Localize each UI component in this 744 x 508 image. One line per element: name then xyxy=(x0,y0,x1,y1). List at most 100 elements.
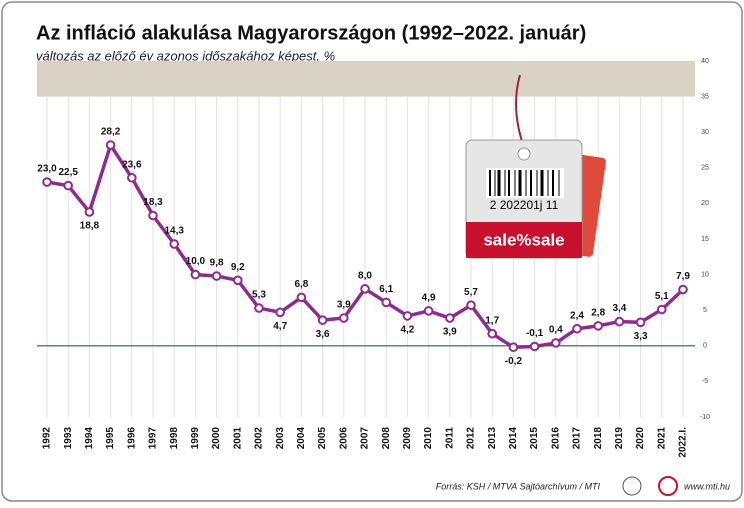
data-label: 28,2 xyxy=(101,127,121,138)
x-tick-label: 2004 xyxy=(296,427,307,450)
point xyxy=(381,297,392,308)
data-label: 23,0 xyxy=(37,164,57,175)
data-label: 3,6 xyxy=(316,329,330,340)
y-tick-label: 25 xyxy=(701,165,709,172)
x-tick-label: 1998 xyxy=(169,427,180,450)
point xyxy=(423,306,434,316)
x-tick-label: 1995 xyxy=(105,427,116,450)
x-tick-label: 2015 xyxy=(529,427,540,450)
y-tick-label: 5 xyxy=(703,307,707,314)
point xyxy=(678,284,688,295)
point xyxy=(84,207,95,217)
data-label: 3,3 xyxy=(634,331,648,342)
data-label: 4,9 xyxy=(422,293,436,304)
data-label: 4,2 xyxy=(400,325,414,336)
data-label: 3,9 xyxy=(443,327,457,338)
data-label: 2,4 xyxy=(570,310,584,321)
x-tick-label: 2001 xyxy=(232,427,243,450)
point xyxy=(127,172,137,183)
data-label: -0,2 xyxy=(505,356,523,367)
data-label: 5,3 xyxy=(252,290,266,301)
point xyxy=(551,338,561,348)
point xyxy=(402,311,413,321)
point xyxy=(339,313,349,323)
data-label: 3,9 xyxy=(337,300,351,311)
x-tick-label: 2007 xyxy=(360,427,371,450)
point xyxy=(529,341,540,352)
point xyxy=(487,328,498,339)
x-tick-label: 1992 xyxy=(42,427,53,450)
x-tick-label: 2011 xyxy=(444,427,455,449)
tag-text: sale%sale xyxy=(483,230,564,249)
y-tick-label: 35 xyxy=(701,93,709,100)
logo-mtva xyxy=(622,476,642,496)
x-tick-label: 2022.I. xyxy=(678,427,689,458)
point xyxy=(635,317,646,328)
point xyxy=(42,177,52,187)
point xyxy=(63,180,73,191)
point xyxy=(275,307,286,318)
data-label: 6,1 xyxy=(379,284,393,295)
x-tick-label: 2013 xyxy=(487,427,498,450)
tag-band xyxy=(466,222,582,258)
y-tick-label: 30 xyxy=(701,129,709,136)
website: www.mti.hu xyxy=(684,481,730,491)
point xyxy=(614,316,625,327)
point xyxy=(211,271,222,281)
point xyxy=(593,321,604,331)
x-tick-label: 2010 xyxy=(423,427,434,450)
x-tick-label: 2017 xyxy=(572,427,583,450)
point xyxy=(254,303,264,313)
y-tick-label: 40 xyxy=(701,58,709,65)
point xyxy=(508,342,519,353)
x-tick-label: 2016 xyxy=(550,427,561,450)
data-label: 5,1 xyxy=(655,291,669,302)
x-tick-label: 2000 xyxy=(211,427,222,450)
point xyxy=(148,210,158,221)
data-label: 10,0 xyxy=(186,256,206,267)
data-label: 18,3 xyxy=(143,197,163,208)
point xyxy=(317,315,328,325)
x-tick-label: 1997 xyxy=(148,427,159,450)
point xyxy=(657,304,667,315)
data-label: 4,7 xyxy=(273,321,287,332)
data-label: 14,3 xyxy=(164,226,184,237)
y-tick-label: -10 xyxy=(700,414,710,421)
point xyxy=(169,239,179,249)
x-tick-label: 2020 xyxy=(635,427,646,450)
source: Forrás: KSH / MTVA Sajtóarchívum / MTI xyxy=(436,481,601,491)
data-label: 0,4 xyxy=(549,325,563,336)
x-tick-label: 1993 xyxy=(63,427,74,450)
data-label: 6,8 xyxy=(294,279,308,290)
point xyxy=(572,323,582,334)
band xyxy=(37,61,695,97)
x-tick-label: 1999 xyxy=(190,427,201,450)
y-tick-label: -5 xyxy=(702,378,708,385)
barcode xyxy=(489,170,560,196)
data-label: 5,7 xyxy=(464,287,478,298)
data-label: -0,1 xyxy=(526,328,544,339)
data-label: 22,5 xyxy=(58,167,78,178)
chart-subtitle: változás az előző év azonos időszakához … xyxy=(36,48,335,63)
point xyxy=(445,313,455,323)
y-tick-label: 15 xyxy=(701,236,709,243)
point xyxy=(233,275,243,286)
x-tick-label: 2021 xyxy=(656,427,667,450)
x-tick-label: 2005 xyxy=(317,427,328,450)
point xyxy=(466,300,476,311)
point xyxy=(296,292,307,303)
data-label: 7,9 xyxy=(676,271,690,282)
data-label: 3,4 xyxy=(612,303,626,314)
data-label: 9,2 xyxy=(231,262,245,273)
data-label: 9,8 xyxy=(210,258,224,269)
tag-hole xyxy=(517,147,531,161)
point xyxy=(360,284,370,294)
x-tick-label: 2014 xyxy=(508,427,519,450)
price-tag: 2 202201j 11 sale%sale xyxy=(465,74,606,259)
y-tick-label: 0 xyxy=(703,343,707,350)
data-label: 1,7 xyxy=(485,315,499,326)
data-label: 23,6 xyxy=(122,159,142,170)
y-tick-label: 10 xyxy=(701,271,709,278)
data-label: 8,0 xyxy=(358,270,372,281)
